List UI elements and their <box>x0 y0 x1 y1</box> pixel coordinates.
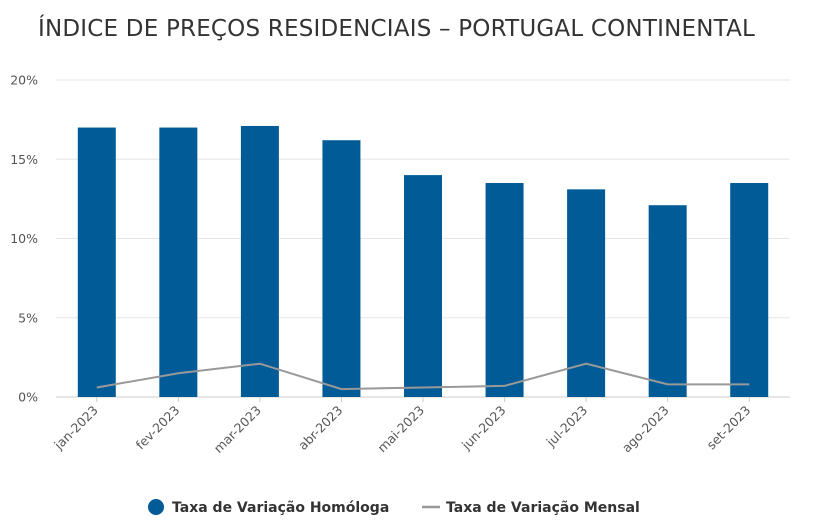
legend-label-bar: Taxa de Variação Homóloga <box>172 500 389 516</box>
bar <box>404 175 442 397</box>
legend-bar-swatch <box>148 499 164 515</box>
bar <box>77 127 116 398</box>
x-tick-label: mai-2023 <box>374 403 427 456</box>
x-tick-label: set-2023 <box>704 403 754 453</box>
bar <box>648 205 687 397</box>
x-tick-label: jul-2023 <box>543 403 591 451</box>
chart-title: ÍNDICE DE PREÇOS RESIDENCIAIS – PORTUGAL… <box>38 16 756 42</box>
y-tick-label: 0% <box>18 390 38 405</box>
bar <box>730 183 769 397</box>
y-tick-label: 10% <box>10 231 38 246</box>
x-tick-label: abr-2023 <box>295 403 345 453</box>
bar <box>567 189 606 397</box>
x-tick-label: ago-2023 <box>619 403 672 456</box>
bar <box>159 127 198 398</box>
y-tick-label: 15% <box>10 152 38 167</box>
y-tick-label: 5% <box>18 310 38 325</box>
line-series <box>96 362 750 391</box>
y-tick-label: 20% <box>10 73 38 88</box>
legend: Taxa de Variação Homóloga Taxa de Variaçã… <box>148 499 640 516</box>
bar <box>485 183 524 397</box>
x-tick-label: fev-2023 <box>133 403 183 453</box>
bar-series <box>77 125 769 398</box>
bar <box>322 140 361 398</box>
bar <box>240 125 279 397</box>
x-axis-ticks: jan-2023 fev-2023 mar-2023 abr-2023 mai-2023… <box>50 397 753 456</box>
x-tick-label: mar-2023 <box>211 403 264 456</box>
x-tick-label: jun-2023 <box>458 403 509 454</box>
y-axis-ticks: 0% 5% 10% 15% 20% <box>10 73 38 405</box>
legend-label-line: Taxa de Variação Mensal <box>446 500 640 516</box>
x-tick-label: jan-2023 <box>50 403 100 453</box>
